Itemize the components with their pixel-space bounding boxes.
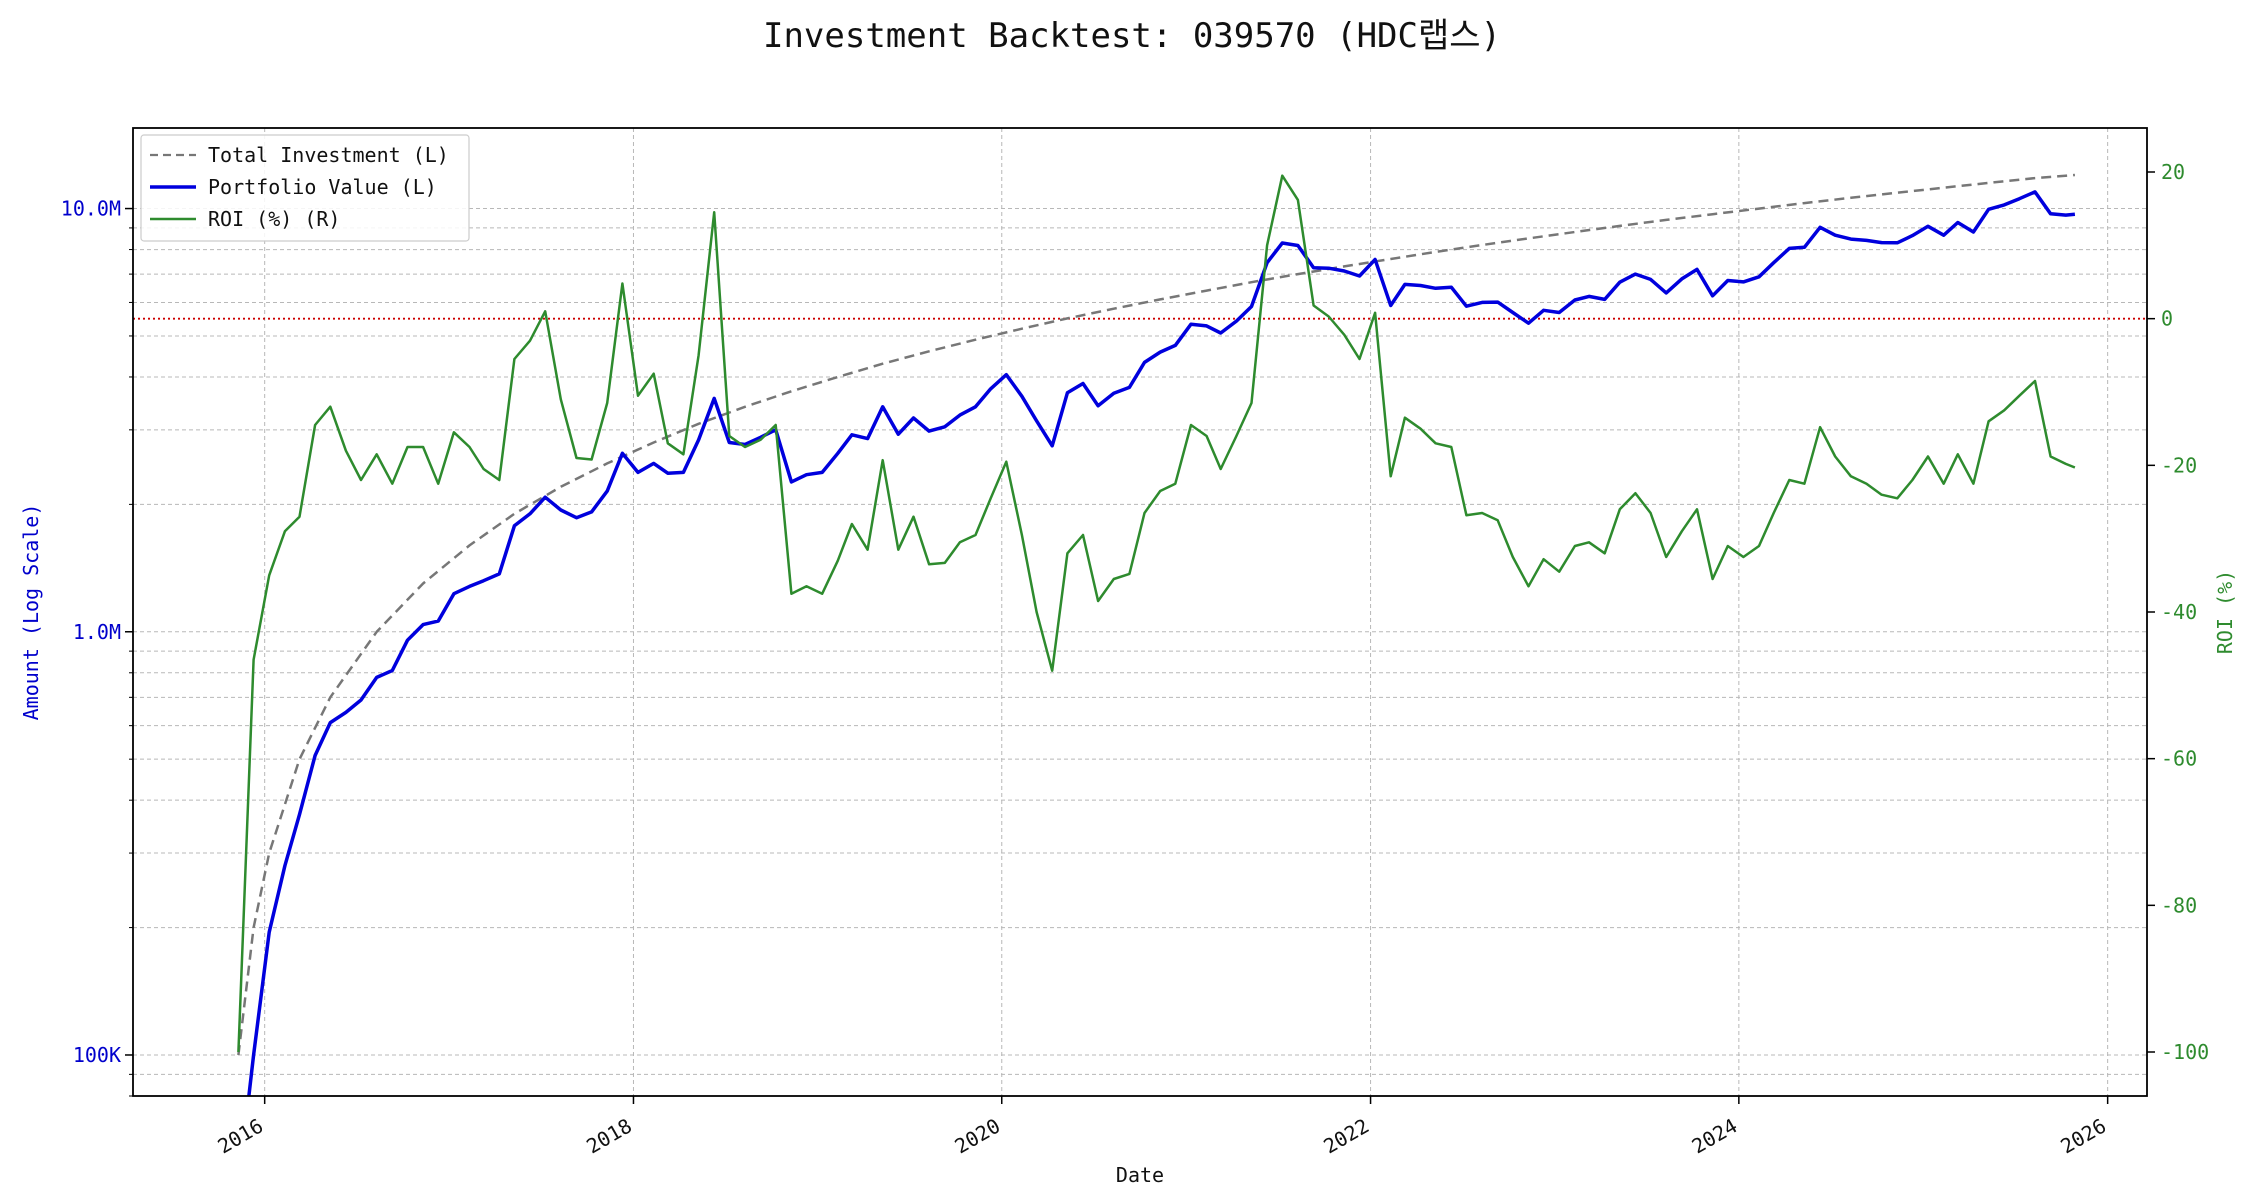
legend-label-roi: ROI (%) (R)	[208, 207, 340, 231]
right-tick-label: -20	[2161, 453, 2197, 477]
right-tick-label: -40	[2161, 600, 2197, 624]
portfolio-value-line	[247, 190, 2076, 1096]
right-tick-label: -80	[2161, 893, 2197, 917]
legend: Total Investment (L) Portfolio Value (L)…	[140, 134, 470, 242]
right-tick-label: 20	[2161, 160, 2185, 184]
left-tick-label: 10.0M	[61, 197, 121, 221]
total-investment-line	[237, 173, 2075, 1056]
grid-lines	[133, 128, 2147, 1097]
roi-line	[237, 174, 2076, 1053]
left-tick-label: 1.0M	[73, 620, 121, 644]
left-axis-label: Amount (Log Scale)	[19, 504, 43, 721]
x-axis-label: Date	[1116, 1163, 1164, 1187]
legend-label-portfolio-value: Portfolio Value (L)	[208, 175, 437, 199]
legend-label-total-investment: Total Investment (L)	[208, 143, 449, 167]
left-tick-label: 100K	[73, 1043, 121, 1067]
right-tick-label: -60	[2161, 747, 2197, 771]
legend-box	[140, 134, 470, 242]
right-tick-label: 0	[2161, 307, 2173, 331]
series-lines	[237, 173, 2076, 1096]
chart-title: Investment Backtest: 039570 (HDC랩스)	[763, 16, 1501, 56]
right-axis-label: ROI (%)	[2213, 570, 2237, 654]
right-tick-label: -100	[2161, 1040, 2209, 1064]
